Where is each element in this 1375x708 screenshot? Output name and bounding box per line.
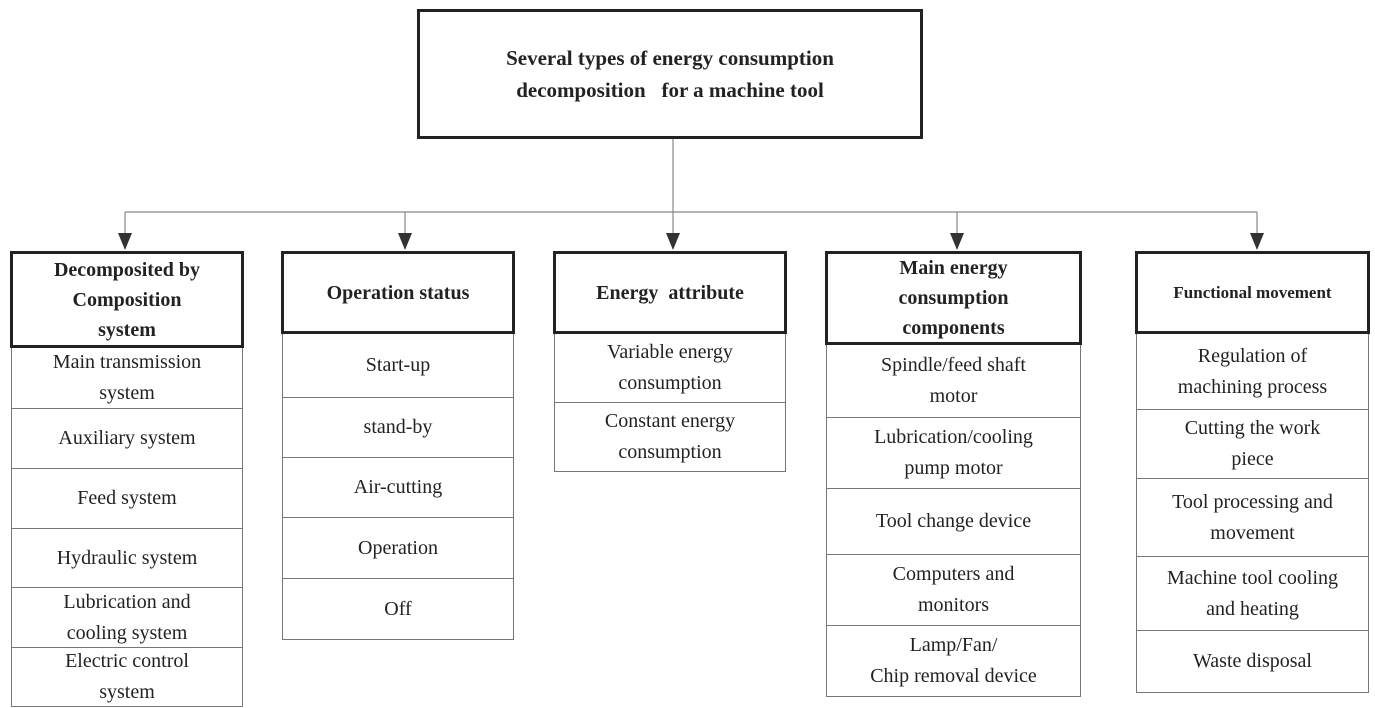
arrowhead (118, 233, 132, 250)
text-line: decomposition for a machine tool (516, 78, 824, 102)
text-line: movement (1210, 521, 1295, 544)
column-item: Tool change device (826, 489, 1081, 555)
column-item: Variable energy consumption (554, 334, 786, 403)
arrowhead (398, 233, 412, 250)
text-line: piece (1231, 448, 1274, 470)
column-item: Constant energy consumption (554, 403, 786, 472)
text-line: Functional movement (1173, 282, 1332, 302)
column-item: stand-by (282, 398, 514, 458)
text-line: Tool change device (875, 510, 1032, 532)
text-line: cooling system (66, 621, 188, 644)
text-line: Off (384, 597, 412, 620)
text-line: Operation status (326, 281, 470, 304)
text-line: Machine tool cooling (1166, 566, 1339, 589)
column-item: Waste disposal (1136, 631, 1369, 693)
text-line: Spindle/feed shaft (881, 354, 1026, 376)
column-header: Functional movement (1135, 251, 1370, 334)
column-header: Main energy consumption components (825, 251, 1082, 345)
column-item: Lamp/Fan/Chip removal device (826, 626, 1081, 697)
text-line: motor (929, 385, 978, 407)
text-line: Composition (72, 288, 182, 311)
text-line: stand-by (363, 416, 433, 438)
text-line: consumption (618, 372, 722, 394)
column-item: Cutting the work piece (1136, 410, 1369, 479)
column-item: Regulation of machining process (1136, 334, 1369, 410)
text-line: pump motor (904, 457, 1003, 479)
column-item: Operation (282, 518, 514, 579)
column-item: Machine tool cooling and heating (1136, 557, 1369, 631)
text-line: machining process (1177, 375, 1328, 398)
text-line: Air-cutting (353, 476, 443, 498)
text-line: Energy attribute (596, 281, 744, 304)
column-item: Lubrication/cooling pump motor (826, 418, 1081, 489)
text-line: Variable energy (607, 341, 733, 363)
column-header: Decomposited by Composition system (10, 251, 244, 348)
column-item: Spindle/feed shaft motor (826, 345, 1081, 418)
column-item: Tool processing and movement (1136, 479, 1369, 557)
text-line: consumption (618, 441, 722, 463)
text-line: system (98, 318, 156, 341)
text-line: Constant energy (604, 410, 736, 432)
arrowhead (666, 233, 680, 250)
text-line: Decomposited by (53, 258, 201, 281)
column-item: Computers and monitors (826, 555, 1081, 626)
column-item: Auxiliary system (11, 409, 243, 469)
text-line: consumption (898, 287, 1009, 309)
column-item: Lubrication and cooling system (11, 588, 243, 648)
column-item: Hydraulic system (11, 529, 243, 588)
text-line: Main energy (899, 257, 1008, 279)
text-line: system (99, 681, 155, 703)
text-line: Electric control (65, 650, 189, 672)
text-line: Several types of energy consumption (506, 46, 834, 70)
column-item: Air-cutting (282, 458, 514, 518)
text-line: Regulation of (1197, 344, 1308, 367)
column-item: Main transmission system (11, 348, 243, 409)
column-header: Operation status (281, 251, 515, 334)
text-line: components (902, 317, 1005, 339)
text-line: Tool processing and (1172, 490, 1333, 513)
arrowhead (1250, 233, 1264, 250)
column-item: Off (282, 579, 514, 640)
column-item: Feed system (11, 469, 243, 529)
text-line: Hydraulic system (56, 546, 198, 569)
arrowhead (950, 233, 964, 250)
text-line: Main transmission (52, 351, 202, 373)
text-line: Operation (358, 536, 438, 559)
text-line: Cutting the work (1184, 417, 1321, 439)
text-line: monitors (917, 594, 990, 616)
text-line: Auxiliary system (58, 427, 196, 449)
text-line: Chip removal device (870, 665, 1037, 687)
text-line: system (99, 382, 155, 404)
text-line: Lubrication/cooling (874, 426, 1033, 448)
text-line: Waste disposal (1193, 650, 1312, 672)
text-line: Lubrication and (63, 590, 191, 613)
text-line: and heating (1206, 597, 1299, 620)
column-header: Energy attribute (553, 251, 787, 334)
column-item: Electric control system (11, 648, 243, 707)
root-box: Several types of energy consumption decom… (417, 9, 923, 139)
text-line: Start-up (365, 354, 431, 376)
text-line: Computers and (892, 563, 1015, 585)
text-line: Feed system (77, 487, 177, 509)
text-line: Lamp/Fan/ (909, 634, 998, 656)
column-item: Start-up (282, 334, 514, 398)
